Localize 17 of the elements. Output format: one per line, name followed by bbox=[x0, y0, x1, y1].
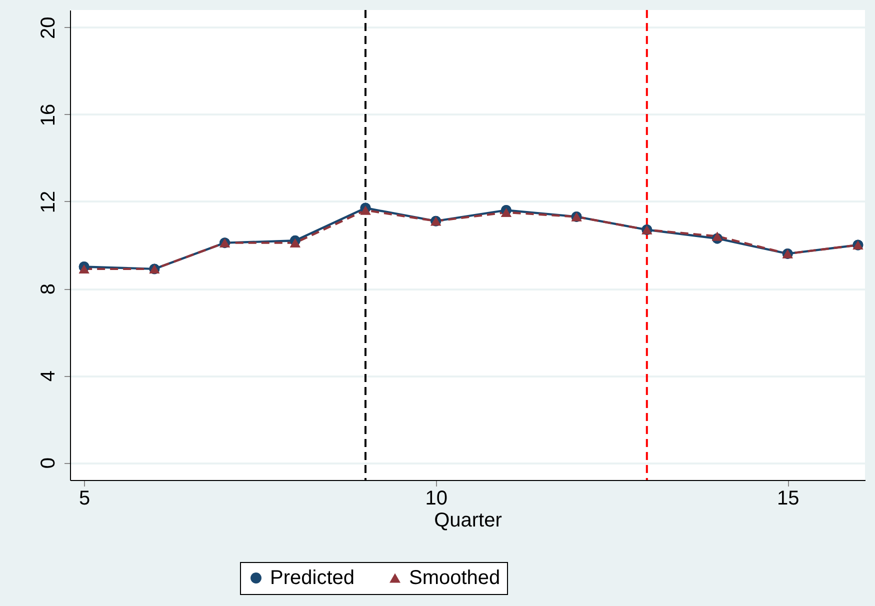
y-tick-label: 8 bbox=[38, 283, 60, 295]
legend-label: Smoothed bbox=[409, 567, 500, 589]
x-tick-label: 5 bbox=[79, 488, 90, 510]
point bbox=[360, 206, 371, 215]
point bbox=[78, 264, 90, 274]
x-axis-title: Quarter bbox=[434, 510, 502, 532]
point bbox=[712, 232, 722, 241]
point bbox=[290, 238, 300, 248]
point bbox=[500, 208, 512, 217]
legend-label: Predicted bbox=[270, 567, 354, 589]
y-tick-label: 4 bbox=[38, 370, 60, 382]
y-tick-label: 0 bbox=[38, 458, 60, 469]
y-tick-label: 20 bbox=[38, 16, 60, 40]
y-tick-label: 12 bbox=[38, 190, 60, 214]
x-tick-label: 15 bbox=[776, 488, 800, 510]
y-tick-label: 16 bbox=[38, 104, 60, 126]
x-tick-label: 10 bbox=[425, 488, 448, 510]
